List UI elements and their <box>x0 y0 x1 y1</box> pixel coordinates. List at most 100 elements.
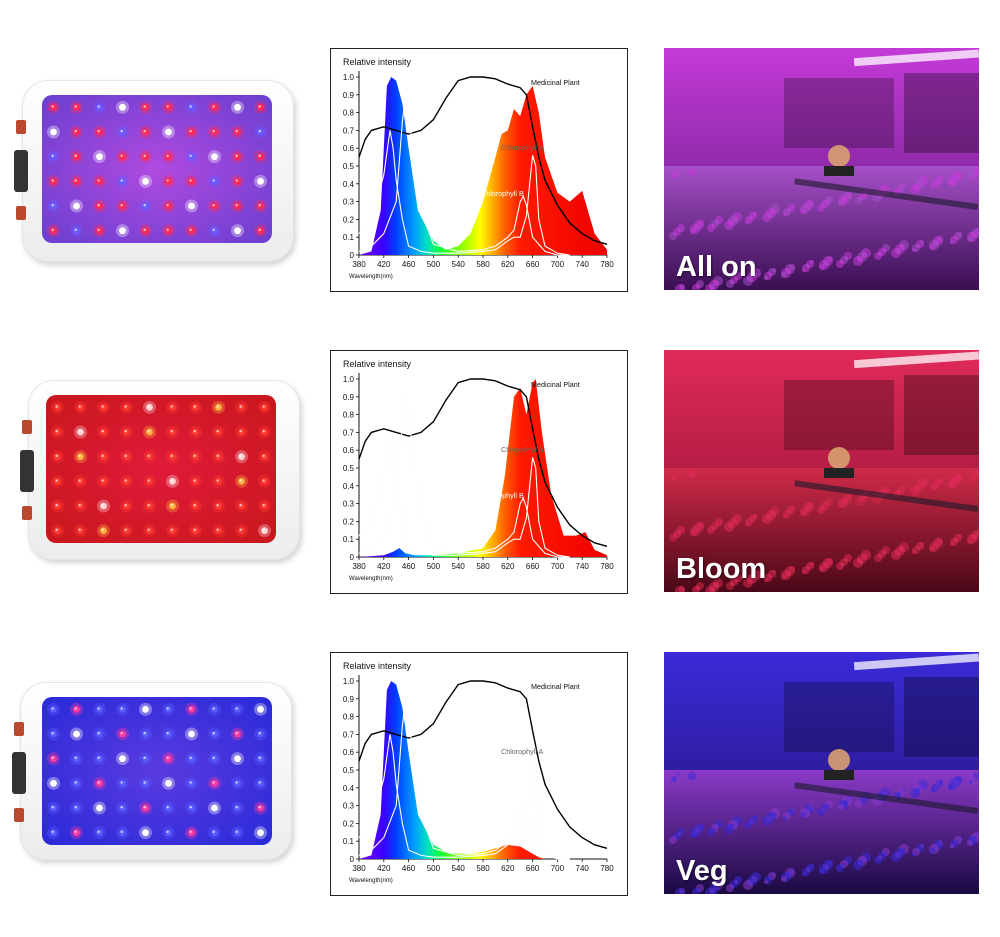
led <box>212 524 225 538</box>
led <box>258 499 271 513</box>
x-tick-label: 620 <box>501 864 515 873</box>
led <box>116 199 129 213</box>
x-tick-label: 700 <box>551 260 565 269</box>
led <box>208 150 221 164</box>
y-tick-label: 0.2 <box>343 819 355 828</box>
led <box>235 425 248 439</box>
led <box>166 474 179 488</box>
led <box>162 702 175 716</box>
led <box>231 702 244 716</box>
y-tick-label: 0.9 <box>343 695 355 704</box>
led <box>116 776 129 790</box>
led-array <box>46 395 276 543</box>
led <box>93 727 106 741</box>
led <box>212 400 225 414</box>
x-tick-label: 580 <box>476 562 490 571</box>
annotation-label: Medicinal Plant <box>531 682 580 691</box>
x-tick-label: 540 <box>452 562 466 571</box>
grow-room-photo: Bloom <box>664 350 979 592</box>
x-tick-label: 740 <box>576 864 590 873</box>
led <box>93 752 106 766</box>
chart-title: Relative intensity <box>343 57 412 67</box>
led <box>235 499 248 513</box>
led <box>74 524 87 538</box>
led <box>70 727 83 741</box>
led <box>231 100 244 114</box>
led <box>139 702 152 716</box>
y-tick-label: 1.0 <box>343 375 355 384</box>
x-tick-label: 420 <box>377 260 391 269</box>
led <box>116 125 129 139</box>
x-tick-label: 380 <box>352 562 366 571</box>
led <box>116 752 129 766</box>
led <box>47 125 60 139</box>
led <box>143 499 156 513</box>
led-spectrum-area <box>359 379 607 557</box>
led <box>70 150 83 164</box>
x-tick-label: 380 <box>352 864 366 873</box>
led <box>208 727 221 741</box>
led <box>143 474 156 488</box>
led <box>93 776 106 790</box>
led <box>97 400 110 414</box>
y-tick-label: 0.6 <box>343 446 355 455</box>
led <box>208 801 221 815</box>
led <box>185 776 198 790</box>
x-tick-label: 780 <box>600 260 614 269</box>
led <box>139 150 152 164</box>
led <box>97 524 110 538</box>
led <box>166 450 179 464</box>
led <box>70 174 83 188</box>
x-tick-label: 740 <box>576 260 590 269</box>
led <box>70 752 83 766</box>
led <box>185 727 198 741</box>
led <box>93 224 106 238</box>
led <box>93 826 106 840</box>
mode-label: All on <box>676 251 757 283</box>
led <box>93 702 106 716</box>
led <box>74 425 87 439</box>
led <box>212 450 225 464</box>
led <box>162 752 175 766</box>
x-tick-label: 460 <box>402 864 416 873</box>
x-tick-label: 620 <box>501 562 515 571</box>
led <box>47 826 60 840</box>
row-bloom: Relative intensity 0 0.1 0.2 0.3 0.4 0.5 0.6 0.7… <box>0 330 1000 594</box>
x-tick-label: 700 <box>551 864 565 873</box>
led <box>189 474 202 488</box>
chlorophyll-a-line <box>358 734 570 860</box>
led <box>166 425 179 439</box>
led <box>70 776 83 790</box>
led <box>51 450 64 464</box>
led <box>231 174 244 188</box>
led <box>162 100 175 114</box>
led <box>208 199 221 213</box>
chart-svg: Relative intensity 0 0.1 0.2 0.3 0.4 0.5 0.6 0.7… <box>343 359 614 582</box>
led <box>258 450 271 464</box>
x-tick-label: 740 <box>576 562 590 571</box>
led <box>162 776 175 790</box>
led <box>120 524 133 538</box>
led <box>231 801 244 815</box>
led <box>162 150 175 164</box>
led <box>162 826 175 840</box>
led <box>116 801 129 815</box>
led <box>139 776 152 790</box>
chart-title: Relative intensity <box>343 359 412 369</box>
y-tick-label: 0 <box>350 855 355 864</box>
led <box>185 174 198 188</box>
led <box>208 826 221 840</box>
led <box>74 474 87 488</box>
x-tick-label: 660 <box>526 864 540 873</box>
led <box>70 702 83 716</box>
led <box>235 474 248 488</box>
spectrum-chart: Relative intensity 0 0.1 0.2 0.3 0.4 0.5 0.6 0.7… <box>330 652 628 896</box>
led <box>70 224 83 238</box>
x-tick-label: 580 <box>476 864 490 873</box>
led <box>166 524 179 538</box>
led <box>47 776 60 790</box>
led <box>208 100 221 114</box>
led <box>139 727 152 741</box>
led <box>143 425 156 439</box>
chlorophyll-a-line <box>358 432 570 558</box>
